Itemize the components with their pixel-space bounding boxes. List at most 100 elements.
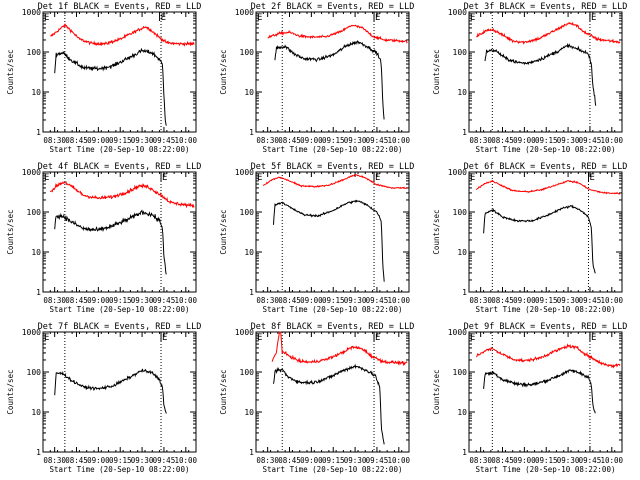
x-axis-label: Start Time (20-Sep-10 08:22:00) [476, 305, 616, 314]
marker-label: E [375, 333, 380, 343]
x-axis: 08:30 08:45 09:00 09:15 09:30 09:45 10:00 [468, 172, 624, 305]
panel-det-2: Det 2f BLACK = Events, RED = LLD 1 10 100 10… [219, 2, 414, 154]
x-axis: 08:30 08:45 09:00 09:15 09:30 09:45 10:00 [468, 332, 624, 465]
x-tick-label: 08:45 [65, 136, 88, 145]
y-tick-label: 1000 [448, 328, 467, 337]
x-tick-label: 09:45 [153, 456, 176, 465]
y-axis-label: Counts/sec [432, 49, 441, 94]
marker-label: E [375, 173, 380, 183]
y-tick-label: 10 [31, 88, 41, 97]
x-tick-label: 09:15 [322, 136, 345, 145]
y-tick-label: 1000 [22, 328, 41, 337]
lld-series-line [475, 179, 621, 195]
y-axis-label: Counts/sec [432, 209, 441, 254]
y-tick-label: 10 [244, 88, 254, 97]
events-series-line [274, 40, 385, 120]
y-axis: 1 10 100 1000 [22, 328, 196, 457]
y-axis-label: Counts/sec [219, 209, 228, 254]
marker-label: E [162, 333, 167, 343]
x-tick-label: 09:00 [513, 136, 536, 145]
y-tick-label: 10 [31, 248, 41, 257]
events-series-line [273, 363, 385, 445]
lld-series-line [476, 343, 621, 369]
marker-label: E [44, 13, 49, 23]
x-axis-label: Start Time (20-Sep-10 08:22:00) [263, 145, 403, 154]
lld-series-line [50, 23, 195, 47]
x-tick-label: 08:45 [65, 296, 88, 305]
x-tick-label: 08:30 [469, 296, 492, 305]
y-tick-label: 10 [457, 248, 467, 257]
x-axis: 08:30 08:45 09:00 09:15 09:30 09:45 10:00 [255, 12, 411, 145]
events-series-line [483, 369, 596, 414]
y-tick-label: 10 [31, 408, 41, 417]
marker-label: E [375, 13, 380, 23]
x-axis-label: Start Time (20-Sep-10 08:22:00) [50, 305, 190, 314]
x-tick-label: 08:45 [491, 456, 514, 465]
marker-label: E [162, 173, 167, 183]
x-tick-label: 10:00 [601, 456, 624, 465]
x-tick-label: 10:00 [388, 296, 411, 305]
x-axis: 08:30 08:45 09:00 09:15 09:30 09:45 10:00 [255, 332, 411, 465]
x-tick-label: 08:30 [43, 456, 66, 465]
x-axis-label: Start Time (20-Sep-10 08:22:00) [263, 305, 403, 314]
panel-det-8: Det 8f BLACK = Events, RED = LLD 1 10 100 10… [219, 322, 414, 474]
x-tick-label: 09:30 [344, 456, 367, 465]
x-tick-label: 10:00 [601, 136, 624, 145]
panel-title: Det 8f BLACK = Events, RED = LLD [251, 322, 415, 332]
x-tick-label: 10:00 [175, 136, 198, 145]
x-tick-label: 08:45 [278, 456, 301, 465]
y-tick-label: 100 [453, 368, 468, 377]
x-tick-label: 09:00 [300, 456, 323, 465]
x-tick-label: 09:15 [109, 296, 132, 305]
panel-title: Det 6f BLACK = Events, RED = LLD [464, 162, 628, 172]
panel-title: Det 9f BLACK = Events, RED = LLD [464, 322, 628, 332]
y-tick-label: 100 [240, 48, 255, 57]
x-tick-label: 09:30 [131, 296, 154, 305]
y-tick-label: 1000 [448, 8, 467, 17]
panel-det-1: Det 1f BLACK = Events, RED = LLD 1 10 100 10… [6, 2, 201, 154]
x-tick-label: 09:15 [535, 136, 558, 145]
x-axis: 08:30 08:45 09:00 09:15 09:30 09:45 10:00 [42, 172, 198, 305]
panel-det-3: Det 3f BLACK = Events, RED = LLD 1 10 100 10… [432, 2, 627, 154]
x-tick-label: 09:15 [109, 456, 132, 465]
y-tick-label: 100 [27, 48, 42, 57]
x-tick-label: 09:45 [153, 296, 176, 305]
x-tick-label: 09:30 [557, 456, 580, 465]
x-tick-label: 09:00 [87, 296, 110, 305]
y-axis: 1 10 100 1000 [22, 168, 196, 297]
y-tick-label: 100 [240, 208, 255, 217]
y-tick-label: 1 [36, 448, 41, 457]
x-tick-label: 09:45 [366, 136, 389, 145]
y-tick-label: 100 [27, 208, 42, 217]
y-tick-label: 1 [462, 288, 467, 297]
x-axis: 08:30 08:45 09:00 09:15 09:30 09:45 10:00 [255, 172, 411, 305]
y-tick-label: 1000 [235, 8, 254, 17]
x-tick-label: 08:30 [469, 456, 492, 465]
marker-label: E [44, 333, 49, 343]
x-tick-label: 09:45 [366, 296, 389, 305]
x-tick-label: 10:00 [601, 296, 624, 305]
y-tick-label: 1000 [22, 8, 41, 17]
x-tick-label: 08:30 [469, 136, 492, 145]
y-axis-label: Counts/sec [219, 49, 228, 94]
marker-label: E [591, 333, 596, 343]
plot-frame [255, 11, 410, 133]
x-tick-label: 09:45 [579, 456, 602, 465]
x-tick-label: 09:30 [131, 456, 154, 465]
y-tick-label: 1 [36, 128, 41, 137]
x-tick-label: 09:15 [109, 136, 132, 145]
y-tick-label: 1 [249, 448, 254, 457]
x-tick-label: 09:00 [513, 296, 536, 305]
x-axis-label: Start Time (20-Sep-10 08:22:00) [50, 465, 190, 474]
x-tick-label: 09:45 [366, 456, 389, 465]
y-axis-label: Counts/sec [6, 209, 15, 254]
panel-title: Det 5f BLACK = Events, RED = LLD [251, 162, 415, 172]
y-axis-label: Counts/sec [6, 49, 15, 94]
events-series-line [54, 209, 167, 275]
x-tick-label: 10:00 [388, 456, 411, 465]
x-tick-label: 08:30 [43, 296, 66, 305]
x-tick-label: 09:00 [513, 456, 536, 465]
y-tick-label: 100 [453, 48, 468, 57]
x-tick-label: 09:15 [322, 456, 345, 465]
